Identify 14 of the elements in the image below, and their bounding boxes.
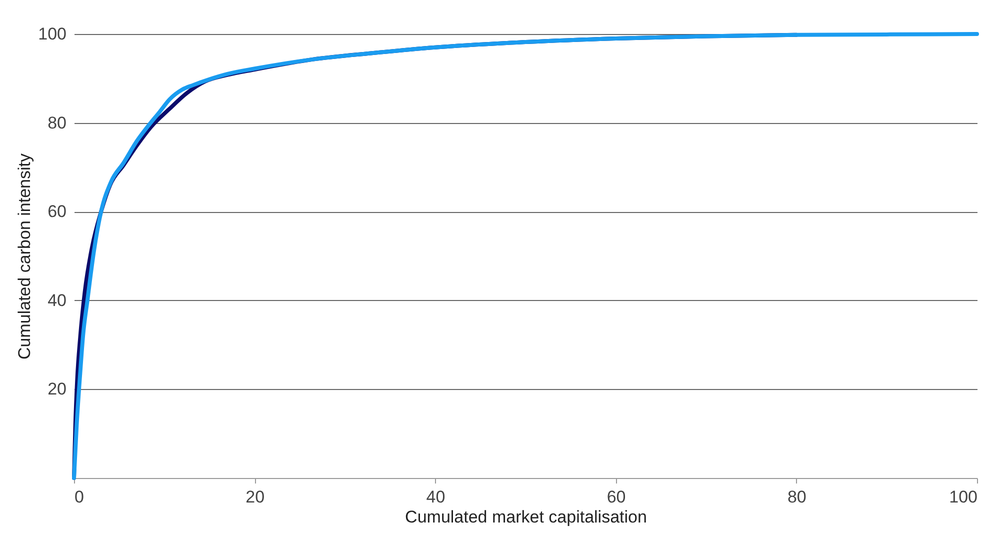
y-tick-label: 80 bbox=[48, 113, 66, 132]
x-tick-label: 100 bbox=[949, 488, 978, 506]
x-tick-label: 40 bbox=[426, 488, 446, 506]
line-series bbox=[72, 32, 979, 480]
y-tick-label: 60 bbox=[48, 202, 66, 222]
x-axis-title: Cumulated market capitalisation bbox=[405, 508, 647, 526]
y-tick-label: 20 bbox=[48, 380, 66, 399]
x-tick-label: 20 bbox=[246, 488, 265, 506]
x-tick-label: 80 bbox=[787, 488, 806, 506]
x-tick-label: 60 bbox=[606, 488, 626, 506]
x-tick-label: 0 bbox=[74, 488, 84, 506]
y-axis-title: Cumulated carbon intensity bbox=[15, 153, 34, 360]
y-tick-label: 40 bbox=[48, 290, 66, 310]
y-tick-label: 100 bbox=[38, 24, 66, 44]
